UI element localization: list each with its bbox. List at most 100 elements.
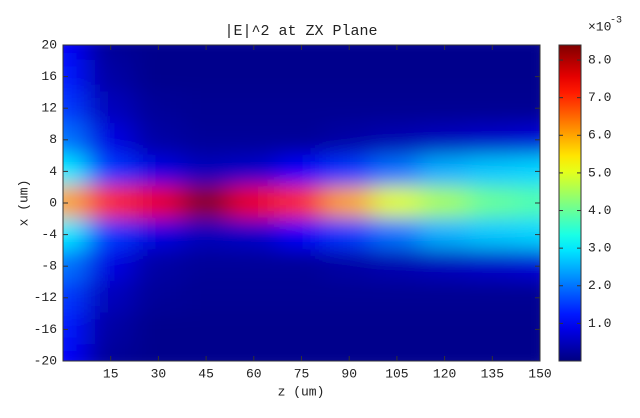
heatmap-cell: [372, 45, 422, 62]
heatmap-cell: [85, 186, 136, 220]
heatmap-cell: [85, 123, 136, 157]
heatmap-cell: [85, 281, 136, 315]
colorbar-tick-label: 6.0: [588, 128, 611, 143]
heatmap-cell: [181, 59, 231, 94]
heatmap-cell: [228, 59, 279, 94]
heatmap-cell: [276, 59, 327, 94]
heatmap-cell: [181, 344, 231, 361]
heatmap-cell: [372, 59, 422, 94]
heatmap-cell: [276, 123, 327, 157]
heatmap-cell: [324, 59, 375, 94]
heatmap-cell: [181, 281, 231, 315]
x-tick-label: 15: [103, 366, 119, 381]
x-tick-label: 30: [151, 366, 167, 381]
heatmap-cell: [276, 186, 327, 220]
heatmap-cell: [276, 249, 327, 283]
colorbar-tick-label: 2.0: [588, 278, 611, 293]
heatmap-cell: [85, 217, 136, 252]
heatmap-cell: [228, 45, 279, 62]
heatmap-cell: [372, 281, 422, 315]
heatmap-cell: [515, 45, 540, 62]
heatmap-cell: [467, 312, 518, 347]
heatmap-cell: [133, 123, 184, 157]
colorbar-tick-label: 3.0: [588, 241, 611, 256]
heatmap-cell: [324, 344, 375, 361]
heatmap-cell: [228, 249, 279, 283]
y-tick-label: 0: [49, 195, 57, 210]
heatmap-cell: [228, 186, 279, 220]
heatmap-cell: [181, 45, 231, 62]
x-tick-label: 90: [341, 366, 357, 381]
heatmap-cell: [276, 154, 327, 189]
heatmap-cell: [181, 123, 231, 157]
heatmap-cell: [276, 45, 327, 62]
heatmap-cell: [181, 312, 231, 347]
heatmap-cell: [181, 186, 231, 220]
heatmap-cell: [85, 249, 136, 283]
heatmap-cell: [228, 281, 279, 315]
heatmap-cell: [419, 281, 470, 315]
heatmap-cell: [85, 312, 136, 347]
x-tick-label: 105: [385, 366, 408, 381]
heatmap-cell: [324, 91, 375, 125]
heatmap-cell: [467, 91, 518, 125]
heatmap-cell: [419, 186, 470, 220]
heatmap-cell: [372, 123, 422, 157]
heatmap-cell: [181, 249, 231, 283]
heatmap-cell: [276, 344, 327, 361]
colorbar-tick-label: 7.0: [588, 90, 611, 105]
heatmap-cell: [276, 217, 327, 252]
heatmap-cell: [181, 217, 231, 252]
heatmap-cell: [324, 45, 375, 62]
heatmap-cell: [228, 123, 279, 157]
heatmap-cell: [467, 281, 518, 315]
heatmap-cell: [419, 344, 470, 361]
heatmap-cell: [228, 217, 279, 252]
heatmap-cell: [372, 217, 422, 252]
heatmap-cell: [324, 123, 375, 157]
heatmap-cell: [85, 91, 136, 125]
heatmap-cell: [419, 91, 470, 125]
heatmap-cell: [133, 249, 184, 283]
heatmap-cell: [133, 312, 184, 347]
heatmap-cell: [372, 186, 422, 220]
heatmap-cell: [467, 186, 518, 220]
heatmap-cell: [133, 281, 184, 315]
heatmap-cell: [228, 154, 279, 189]
heatmap-cell: [63, 45, 88, 62]
heatmap-cell: [419, 249, 470, 283]
heatmap-cell: [276, 312, 327, 347]
heatmap-cell: [324, 281, 375, 315]
heatmap-cell: [63, 344, 88, 361]
heatmap-cell: [419, 59, 470, 94]
heatmap-cell: [133, 186, 184, 220]
heatmap-cell: [467, 45, 518, 62]
heatmap-cell: [467, 344, 518, 361]
x-tick-label: 135: [481, 366, 504, 381]
y-tick-label: -12: [34, 290, 57, 305]
heatmap-cell: [85, 59, 136, 94]
heatmap-cell: [228, 344, 279, 361]
heatmap-cell: [276, 91, 327, 125]
heatmap-cell: [85, 344, 136, 361]
x-tick-label: 150: [528, 366, 551, 381]
heatmap-cell: [181, 91, 231, 125]
heatmap-cell: [467, 123, 518, 157]
y-tick-label: -4: [41, 227, 57, 242]
colorbar-multiplier: ×10: [588, 19, 611, 34]
heatmap-cell: [85, 45, 136, 62]
heatmap-cell: [324, 217, 375, 252]
y-tick-label: 20: [41, 37, 57, 52]
heatmap-cell: [467, 59, 518, 94]
heatmap-cell: [181, 154, 231, 189]
heatmap: [63, 45, 540, 361]
heatmap-cell: [133, 217, 184, 252]
heatmap-cell: [228, 91, 279, 125]
y-tick-label: 4: [49, 164, 57, 179]
heatmap-cell: [372, 91, 422, 125]
heatmap-cell: [133, 154, 184, 189]
y-tick-label: -8: [41, 259, 57, 274]
heatmap-cell: [419, 217, 470, 252]
y-tick-label: 16: [41, 69, 57, 84]
